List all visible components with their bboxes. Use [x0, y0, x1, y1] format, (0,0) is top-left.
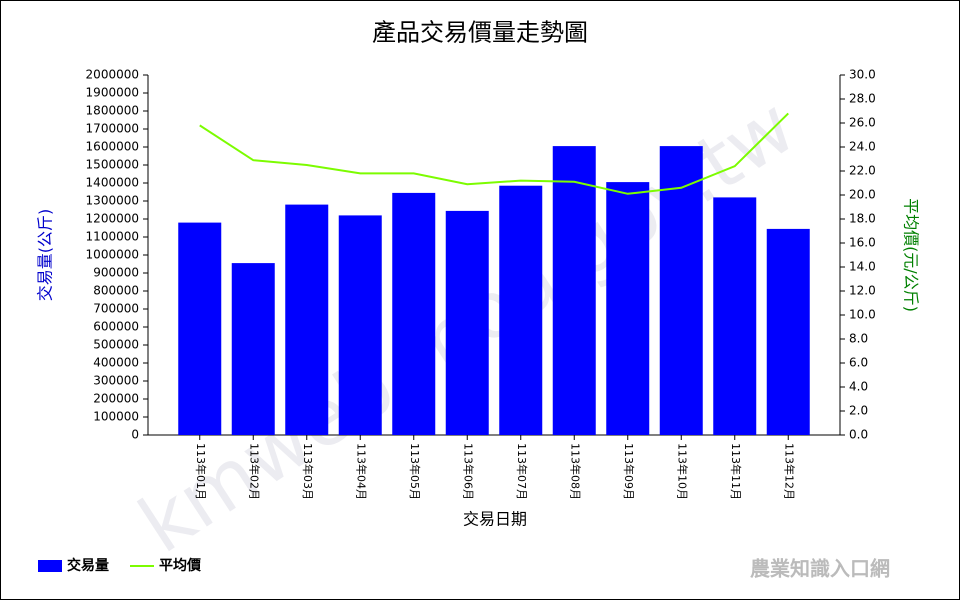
y-tick-label: 800000	[93, 284, 139, 298]
bar	[766, 228, 810, 435]
y-tick-label: 500000	[93, 338, 139, 352]
y-tick-label: 900000	[93, 266, 139, 280]
y-tick-label: 100000	[93, 410, 139, 424]
y-tick-label: 1200000	[86, 212, 139, 226]
bar	[178, 222, 222, 435]
y-tick-label: 1700000	[86, 122, 139, 136]
y2-tick-label: 10.0	[849, 308, 876, 322]
bar	[499, 185, 543, 435]
y2-tick-label: 22.0	[849, 164, 876, 178]
y-tick-label: 200000	[93, 392, 139, 406]
bar	[606, 182, 650, 435]
x-tick-label: 113年01月	[194, 443, 208, 500]
x-tick-label: 113年03月	[301, 443, 315, 500]
y-tick-label: 1300000	[86, 194, 139, 208]
y2-axis-title: 平均價(元/公斤)	[902, 198, 921, 312]
bar	[231, 263, 275, 435]
x-tick-label: 113年07月	[515, 443, 529, 500]
bar	[552, 146, 596, 435]
y-tick-label: 2000000	[86, 68, 139, 82]
y-tick-label: 300000	[93, 374, 139, 388]
legend-label: 交易量	[67, 557, 109, 574]
x-tick-label: 113年06月	[461, 443, 475, 500]
y-tick-label: 700000	[93, 302, 139, 316]
x-tick-label: 113年05月	[408, 443, 422, 500]
x-tick-label: 113年02月	[247, 443, 261, 500]
x-tick-label: 113年09月	[622, 443, 636, 500]
y-tick-label: 400000	[93, 356, 139, 370]
y2-tick-label: 30.0	[849, 68, 876, 82]
y2-tick-label: 8.0	[849, 332, 868, 346]
bar	[392, 192, 436, 435]
y-tick-label: 1900000	[86, 86, 139, 100]
y-tick-label: 1500000	[86, 158, 139, 172]
x-tick-label: 113年10月	[675, 443, 689, 500]
y2-tick-label: 14.0	[849, 260, 876, 274]
x-tick-label: 113年08月	[568, 443, 582, 500]
y-tick-label: 1100000	[86, 230, 139, 244]
chart-title: 產品交易價量走勢圖	[372, 19, 588, 47]
bar	[713, 197, 757, 435]
y-tick-label: 1000000	[86, 248, 139, 262]
y2-tick-label: 26.0	[849, 116, 876, 130]
y-tick-label: 1600000	[86, 140, 139, 154]
logo: 農業知識入口網	[750, 557, 890, 581]
y-tick-label: 600000	[93, 320, 139, 334]
y2-tick-label: 16.0	[849, 236, 876, 250]
y2-tick-label: 18.0	[849, 212, 876, 226]
y2-tick-label: 12.0	[849, 284, 876, 298]
y2-tick-label: 28.0	[849, 92, 876, 106]
x-tick-label: 113年11月	[729, 443, 743, 500]
bar	[338, 215, 382, 435]
legend-swatch	[38, 560, 62, 572]
y2-tick-label: 4.0	[849, 380, 868, 394]
bar	[659, 146, 703, 435]
y2-tick-label: 20.0	[849, 188, 876, 202]
bar	[285, 204, 329, 435]
y2-tick-label: 2.0	[849, 404, 868, 418]
line	[199, 112, 789, 195]
x-axis-title: 交易日期	[463, 510, 527, 529]
y2-tick-label: 6.0	[849, 356, 868, 370]
y-axis-title: 交易量(公斤)	[36, 209, 55, 302]
y-tick-label: 0	[131, 428, 139, 442]
y-tick-label: 1400000	[86, 176, 139, 190]
x-tick-label: 113年04月	[354, 443, 368, 500]
y-tick-label: 1800000	[86, 104, 139, 118]
x-tick-label: 113年12月	[782, 443, 796, 500]
bar	[445, 210, 489, 435]
legend-label: 平均價	[159, 557, 202, 574]
y2-tick-label: 0.0	[849, 428, 868, 442]
y2-tick-label: 24.0	[849, 140, 876, 154]
